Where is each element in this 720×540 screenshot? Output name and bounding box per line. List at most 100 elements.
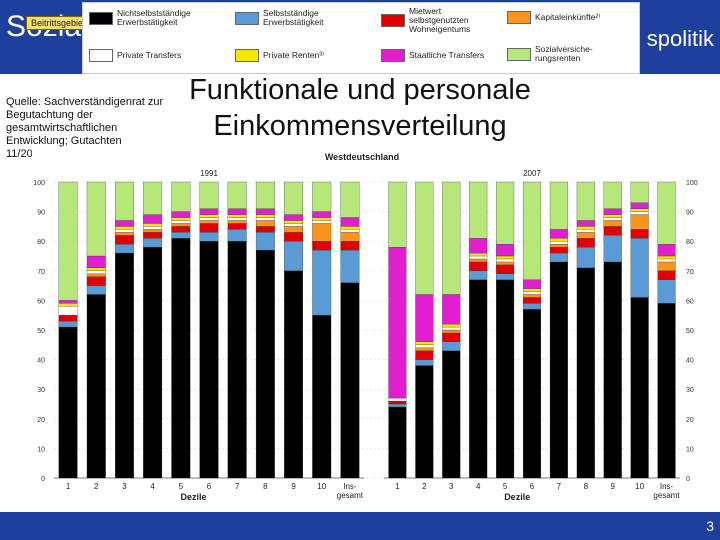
y-tick-label-right: 100 [686,180,698,187]
bar-segment [549,261,568,479]
y-tick-label-right: 0 [686,476,690,483]
panel-year-label: 1991 [200,169,218,178]
bar-segment [58,181,78,301]
bar-segment [312,249,332,316]
bar-segment [86,285,106,295]
bar-segment [284,223,303,227]
x-tick-label: 3 [122,482,127,491]
bar-segment [115,181,134,221]
bar-segment [469,238,488,254]
chart-title: Westdeutschland [325,152,399,162]
legend-item: Selbstständige Erwerbstätigkeit [235,9,375,27]
x-tick-label: 6 [530,482,535,491]
bar-segment [603,217,622,221]
bar-segment [496,261,515,266]
page-number: 3 [706,518,714,534]
bar-segment [171,223,191,227]
bar-segment [340,181,360,218]
bar-segment [442,350,461,479]
bar-segment [388,400,407,405]
x-tick-label: gesamt [653,491,680,500]
y-tick-label-left: 60 [37,298,45,305]
bar-segment [657,303,676,479]
bar-segment [549,246,568,254]
bar-segment [171,181,191,212]
bar-segment [469,252,488,257]
legend-swatch [381,14,405,27]
bar-segment [576,220,595,227]
y-tick-label-left: 20 [37,417,45,424]
bar-segment [171,217,191,221]
x-tick-label: 7 [235,482,240,491]
legend-label: Kapitaleinkünfte²⁾ [535,12,601,22]
bar-segment [227,223,247,230]
x-tick-label: 4 [476,482,481,491]
bar-segment [58,326,78,479]
bar-segment [199,232,219,242]
bar-segment [522,309,542,479]
y-tick-label-left: 80 [37,239,45,246]
bar-segment [657,270,676,280]
bar-segment [171,232,191,239]
bar-segment [496,244,515,257]
bar-segment [657,279,676,304]
bar-segment [442,329,461,334]
bar-segment [340,232,360,242]
bar-segment [255,181,275,209]
chart-legend: Nichtselbstständige Erwerbstätigkeit Sel… [82,2,640,74]
bar-segment [442,181,461,295]
bar-segment [469,258,488,263]
bar-segment [442,326,461,331]
x-tick-label: 2 [94,482,99,491]
bar-segment [284,270,303,479]
bar-segment [630,214,649,230]
y-tick-label-right: 70 [686,269,694,276]
bar-segment [199,241,219,479]
x-tick-label: Ins- [660,482,674,491]
bar-segment [415,181,434,295]
bar-segment [115,226,134,230]
slide-heading: Funktionale und personale Einkommensvert… [189,74,531,142]
bar-segment [549,229,568,239]
bar-segment [496,279,515,479]
bar-segment [657,181,676,245]
x-tick-label: 5 [179,482,184,491]
legend-swatch [89,11,113,25]
bar-segment [576,232,595,239]
legend-label: Staatliche Transfers [409,50,485,60]
bar-segment [496,181,515,245]
bar-segment [255,217,275,221]
bar-segment [630,211,649,215]
bar-segment [415,294,434,342]
bar-segment [576,267,595,479]
bar-segment [657,255,676,260]
bar-segment [227,181,247,209]
y-tick-label-left: 30 [37,387,45,394]
bar-segment [576,238,595,248]
bar-segment [86,273,106,277]
x-tick-label: 10 [635,482,644,491]
bar-segment [58,300,78,304]
bar-segment [255,214,275,218]
legend-item: Nichtselbstständige Erwerbstätigkeit [89,9,229,27]
y-tick-label-left: 70 [37,269,45,276]
legend-swatch [507,11,531,24]
bar-segment [115,235,134,245]
bar-segment [171,226,191,233]
bar-segment [549,238,568,242]
x-tick-label: 5 [503,482,508,491]
bar-segment [86,294,106,479]
bar-segment [340,249,360,283]
x-tick-label: 8 [584,482,589,491]
x-tick-label: 3 [449,482,454,491]
region-badge: Beitrittsgebiet [26,16,91,30]
bar-segment [199,208,219,215]
legend-swatch [235,49,259,62]
bar-segment [58,315,78,322]
bar-segment [312,217,332,221]
bar-segment [143,226,163,230]
bar-segment [603,261,622,479]
legend-item: Kapitaleinkünfte²⁾ [507,11,637,24]
y-tick-label-right: 40 [686,358,694,365]
legend-label: Mietwert selbstgenutzten Wohneigentums [409,6,471,34]
